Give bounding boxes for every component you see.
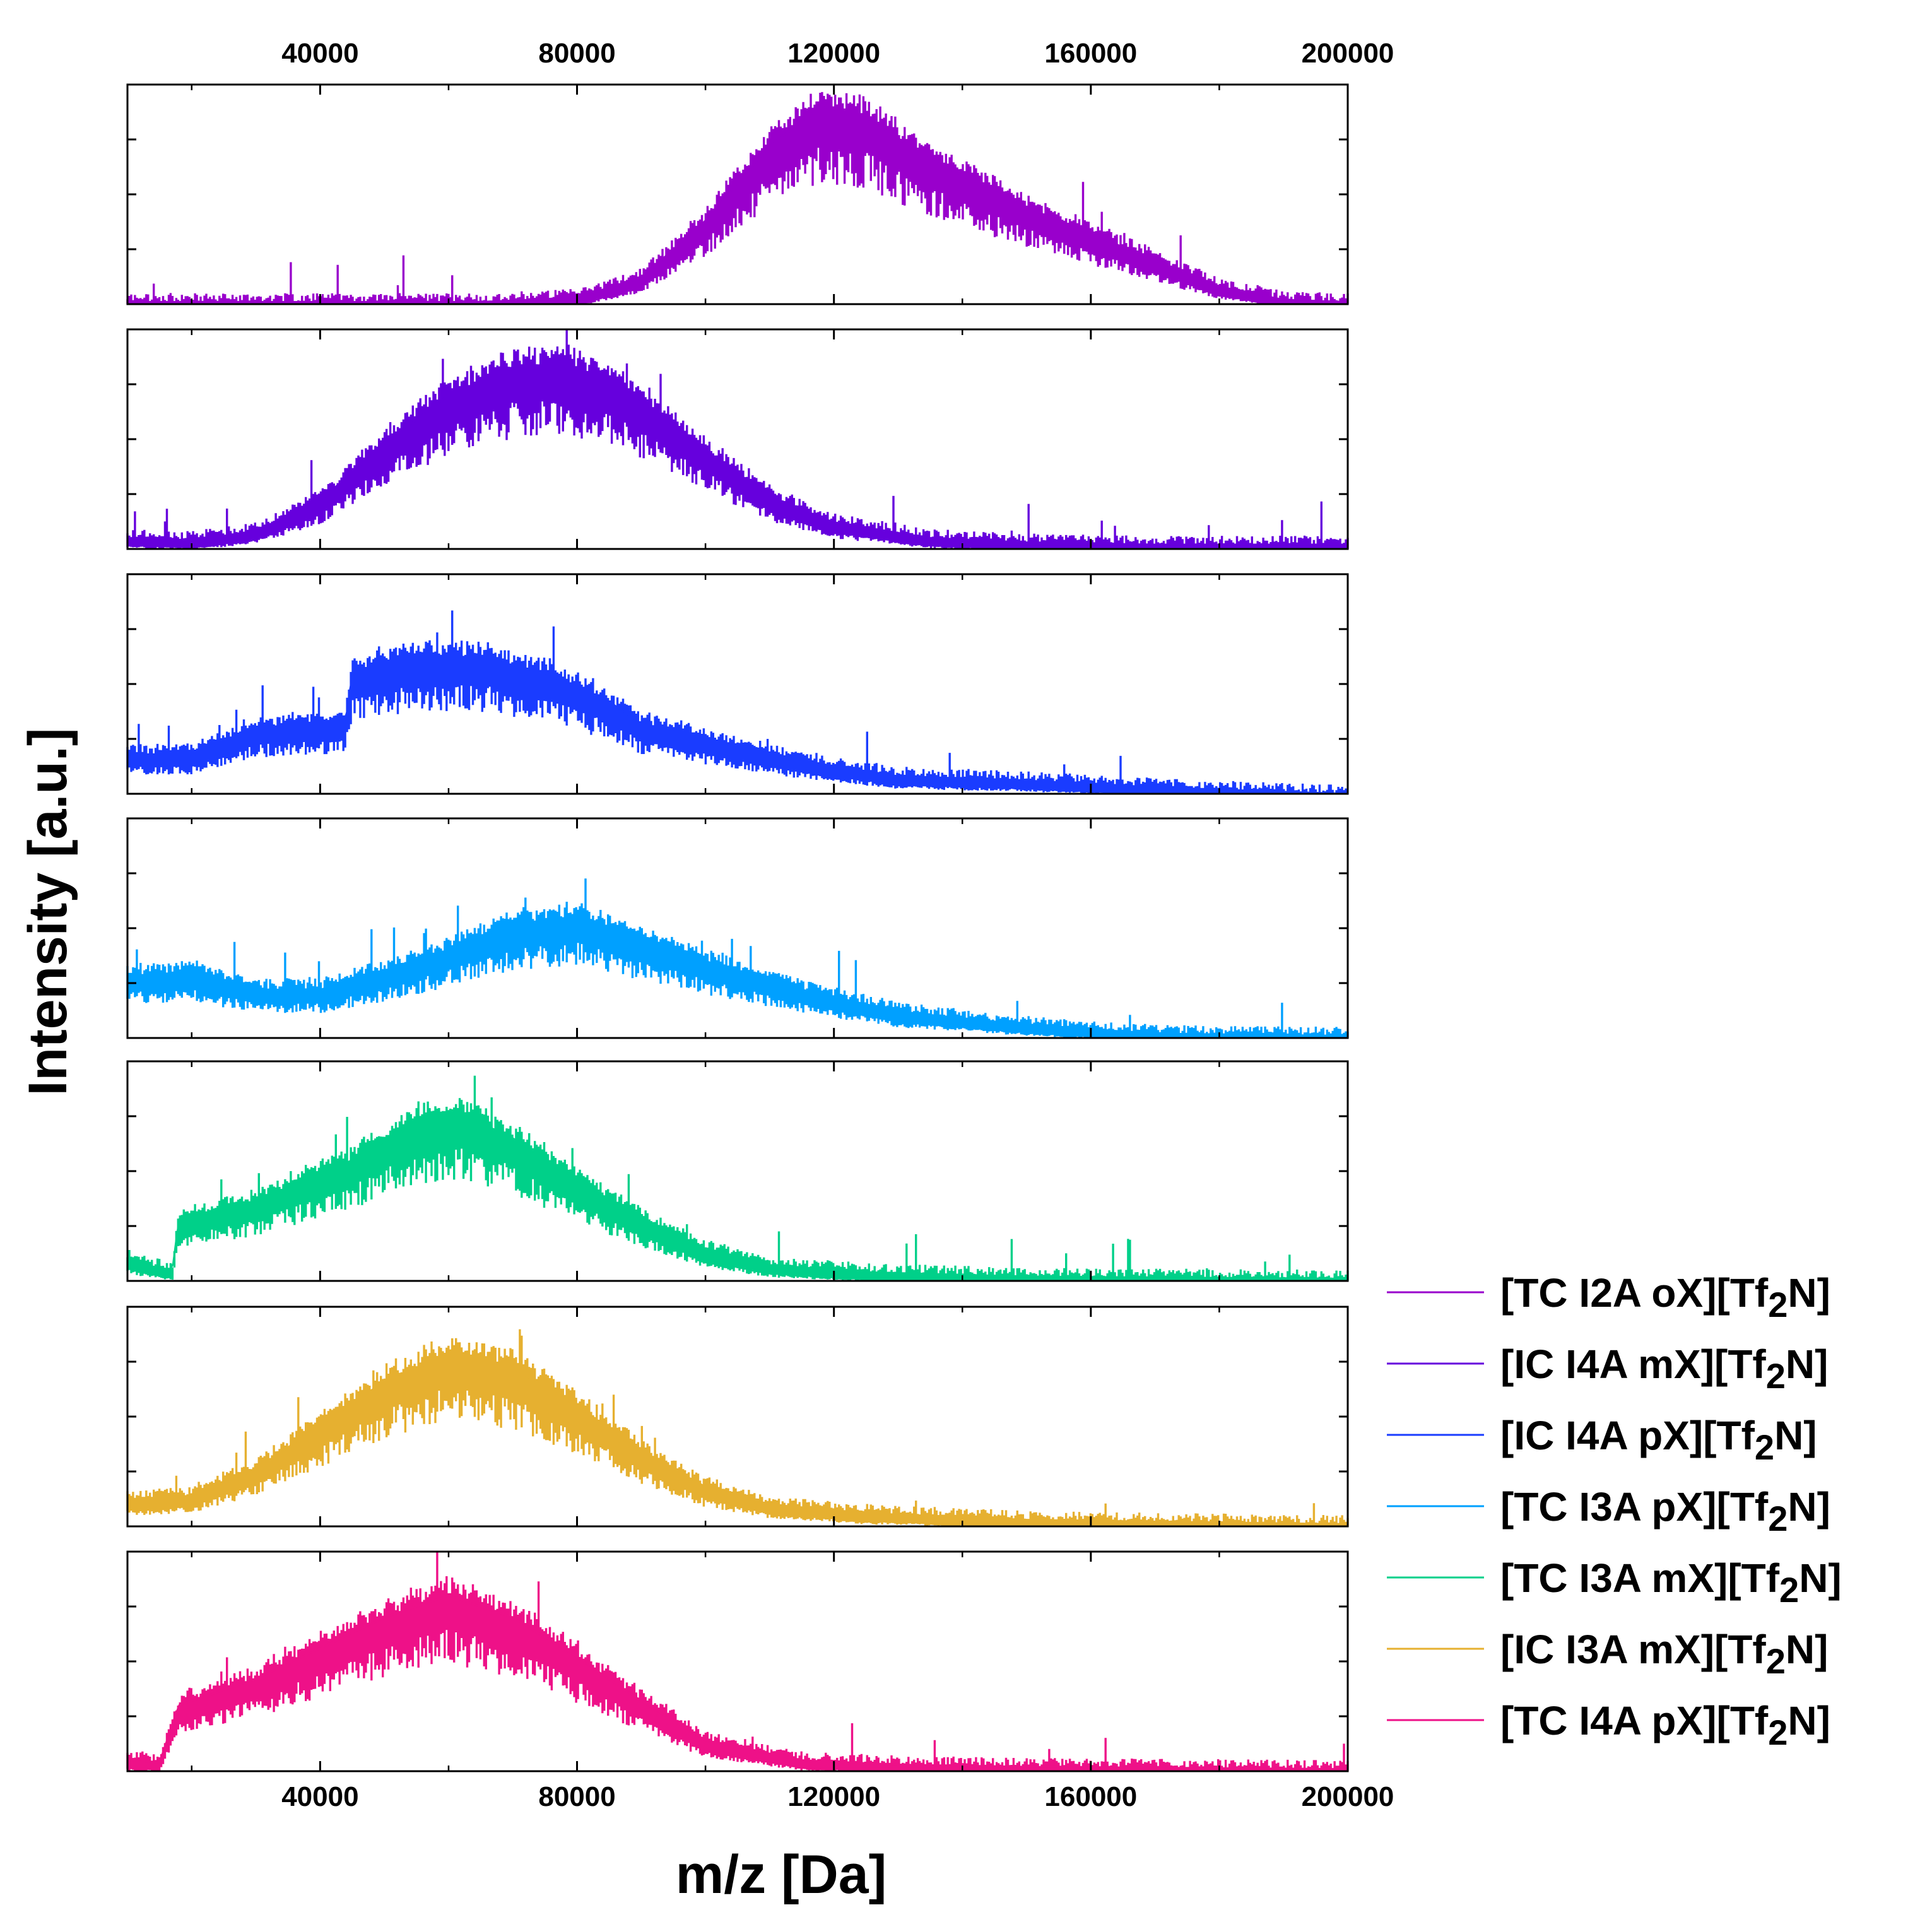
spectrum-line-5	[127, 1113, 1348, 1280]
legend-text-suffix: N]	[1786, 1341, 1829, 1387]
legend-text-subscript: 2	[1766, 1356, 1786, 1396]
legend-label-2: [IC I4A mX][Tf2N]	[1500, 1341, 1828, 1396]
spectrum-band-3	[126, 610, 1349, 794]
legend-text-prefix: [TC I3A pX][Tf	[1500, 1484, 1769, 1530]
legend-text-subscript: 2	[1766, 1641, 1786, 1681]
legend-label-1: [TC I2A oX][Tf2N]	[1500, 1270, 1830, 1324]
x-tick-label-top: 80000	[538, 38, 615, 69]
x-tick-label-top: 40000	[281, 38, 358, 69]
x-tick-label-bottom: 160000	[1044, 1781, 1137, 1812]
spectrum-line-2	[127, 363, 1348, 546]
x-tick-label-bottom: 80000	[538, 1781, 615, 1812]
legend-text-prefix: [IC I3A mX][Tf	[1500, 1627, 1766, 1672]
legend-label-3: [IC I4A pX][Tf2N]	[1500, 1413, 1817, 1467]
legend-text-subscript: 2	[1768, 1285, 1788, 1324]
panels	[126, 83, 1349, 1772]
spectrum-line-3	[127, 656, 1348, 795]
legend-text-suffix: N]	[1774, 1413, 1817, 1458]
spectrum-band-4	[126, 878, 1349, 1038]
x-axis-title: m/z [Da]	[676, 1844, 886, 1905]
legend-text-prefix: [TC I4A pX][Tf	[1500, 1698, 1769, 1743]
legend-text-prefix: [TC I2A oX][Tf	[1500, 1270, 1769, 1316]
legend-text-suffix: N]	[1786, 1627, 1829, 1672]
spectrum-band-2	[126, 329, 1349, 549]
legend-item-2: [IC I4A mX][Tf2N]	[1387, 1341, 1828, 1396]
legend-text-prefix: [IC I4A mX][Tf	[1500, 1341, 1766, 1387]
panel-1	[126, 83, 1349, 305]
legend-item-4: [TC I3A pX][Tf2N]	[1387, 1484, 1830, 1538]
panel-5	[126, 1060, 1349, 1282]
x-tick-label-top: 160000	[1044, 38, 1137, 69]
legend-item-6: [IC I3A mX][Tf2N]	[1387, 1627, 1828, 1681]
legend-label-4: [TC I3A pX][Tf2N]	[1500, 1484, 1830, 1538]
x-tick-label-bottom: 200000	[1302, 1781, 1394, 1812]
legend-item-5: [TC I3A mX][Tf2N]	[1387, 1555, 1842, 1610]
legend-text-suffix: N]	[1788, 1484, 1830, 1530]
legend-text-subscript: 2	[1755, 1427, 1774, 1467]
spectrum-line-1	[127, 105, 1348, 303]
x-tick-label-bottom: 120000	[787, 1781, 880, 1812]
legend-text-suffix: N]	[1788, 1270, 1830, 1316]
y-axis-title: Intensity [a.u.]	[18, 728, 78, 1096]
panel-4	[126, 817, 1349, 1039]
x-tick-label-top: 120000	[787, 38, 880, 69]
panel-3	[126, 573, 1349, 795]
legend-text-prefix: [TC I3A mX][Tf	[1500, 1555, 1780, 1601]
legend-item-3: [IC I4A pX][Tf2N]	[1387, 1413, 1817, 1467]
legend-text-subscript: 2	[1779, 1570, 1799, 1610]
spectrum-band-6	[126, 1329, 1349, 1526]
tick-labels: 40000 40000 80000 80000 120000 120000 160000 16…	[281, 38, 1394, 1812]
legend-text-subscript: 2	[1768, 1499, 1788, 1538]
legend-label-5: [TC I3A mX][Tf2N]	[1500, 1555, 1842, 1610]
x-tick-label-top: 200000	[1302, 38, 1394, 69]
panel-2	[126, 328, 1349, 550]
legend-text-suffix: N]	[1799, 1555, 1842, 1601]
spectrum-line-6	[127, 1354, 1348, 1525]
legend-text-suffix: N]	[1788, 1698, 1830, 1743]
spectrum-band-1	[126, 91, 1349, 304]
panel-6	[126, 1306, 1349, 1528]
panel-7	[126, 1550, 1349, 1772]
spectrum-line-4	[127, 916, 1348, 1037]
legend-label-6: [IC I3A mX][Tf2N]	[1500, 1627, 1828, 1681]
legend-label-7: [TC I4A pX][Tf2N]	[1500, 1698, 1830, 1752]
legend-item-1: [TC I2A oX][Tf2N]	[1387, 1270, 1830, 1324]
spectrum-band-7	[126, 1552, 1349, 1771]
spectrum-line-7	[127, 1595, 1348, 1770]
legend-text-prefix: [IC I4A pX][Tf	[1500, 1413, 1755, 1458]
x-tick-label-bottom: 40000	[281, 1781, 358, 1812]
legend: [TC I2A oX][Tf2N][IC I4A mX][Tf2N][IC I4…	[1387, 1270, 1842, 1752]
legend-item-7: [TC I4A pX][Tf2N]	[1387, 1698, 1830, 1752]
legend-text-subscript: 2	[1768, 1713, 1788, 1752]
